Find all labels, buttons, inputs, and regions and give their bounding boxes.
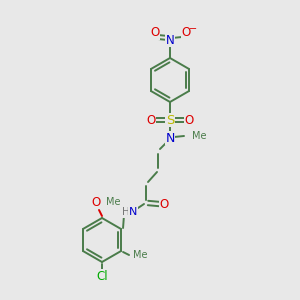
Text: N: N: [129, 207, 137, 217]
Text: Cl: Cl: [96, 269, 108, 283]
Text: Me: Me: [192, 131, 206, 141]
Text: O: O: [150, 26, 160, 40]
Text: O: O: [146, 113, 156, 127]
Text: O: O: [92, 196, 100, 208]
Text: O: O: [184, 113, 194, 127]
Text: S: S: [166, 113, 174, 127]
Text: Me: Me: [133, 250, 148, 260]
Text: −: −: [189, 24, 197, 34]
Text: Me: Me: [106, 197, 121, 207]
Text: N: N: [165, 131, 175, 145]
Text: HN: HN: [122, 207, 138, 217]
Text: O: O: [182, 26, 190, 40]
Text: O: O: [159, 197, 169, 211]
Text: N: N: [166, 34, 174, 46]
